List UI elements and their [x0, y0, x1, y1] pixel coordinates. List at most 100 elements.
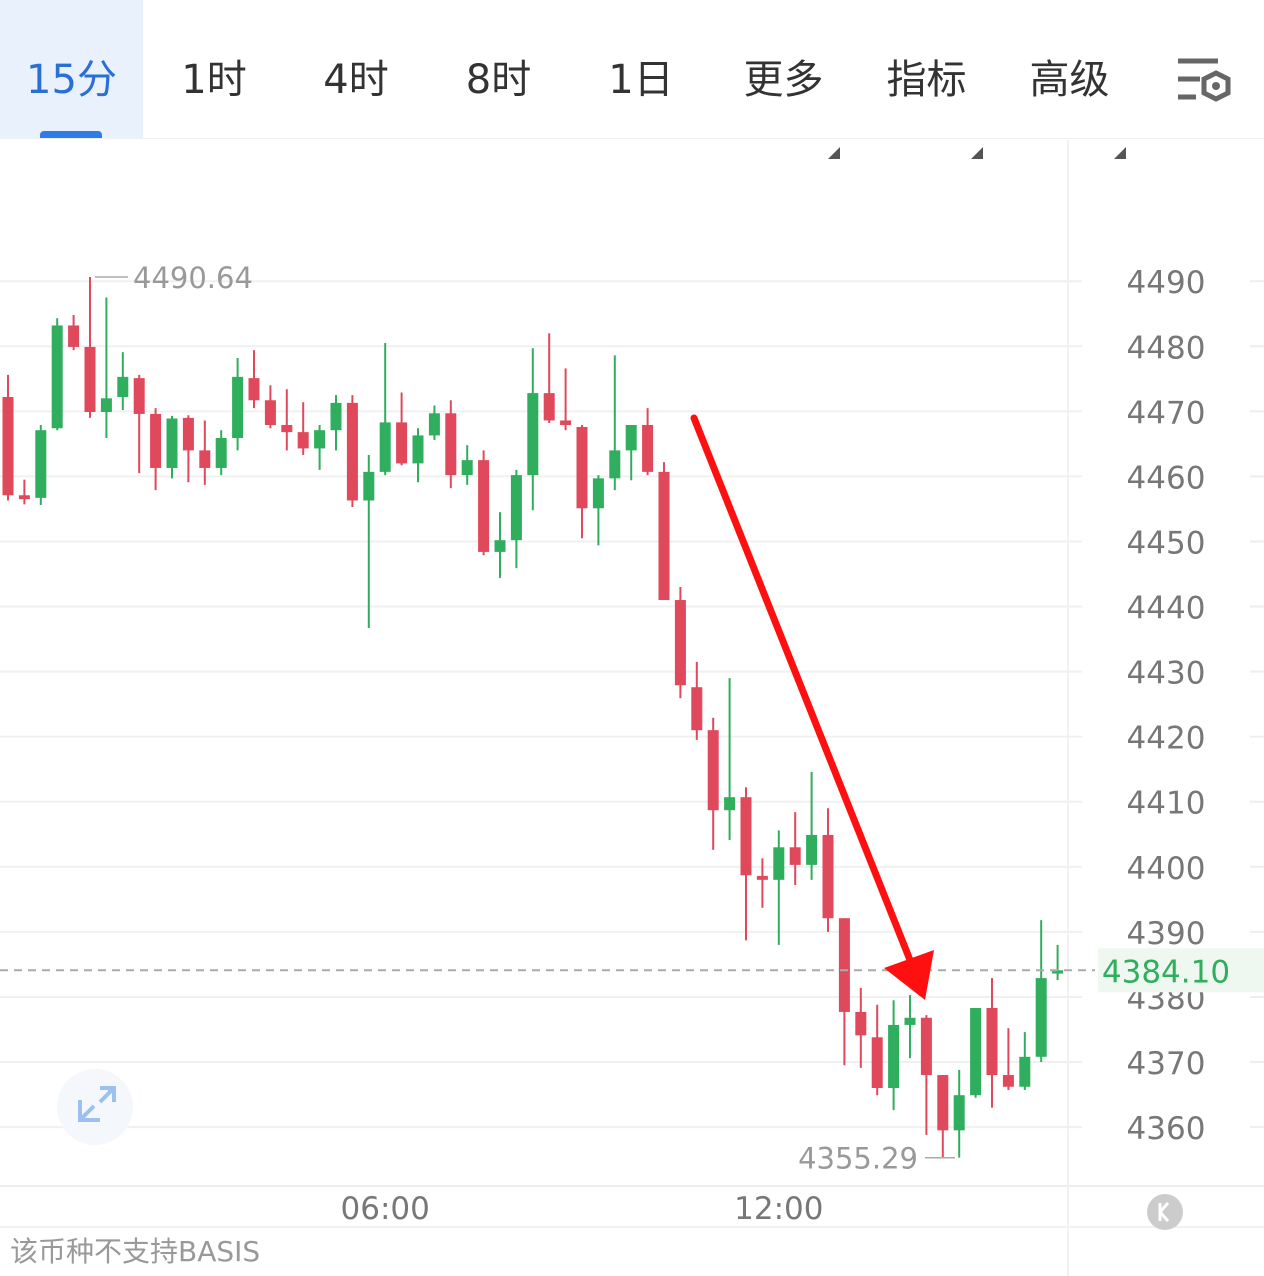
candle-body: [117, 376, 129, 398]
y-tick-label: 4400: [1127, 851, 1206, 887]
y-tick-label: 4420: [1127, 721, 1206, 757]
y-tick-label: 4490: [1127, 265, 1206, 301]
tab[interactable]: 15分: [0, 0, 143, 138]
tab[interactable]: 1时: [143, 0, 285, 138]
grid: 4360437043804390440044104420443044404450…: [0, 265, 1264, 1227]
candle-body: [806, 834, 818, 865]
tab[interactable]: 更多: [712, 0, 855, 159]
candle-body: [1035, 978, 1047, 1057]
candle-body: [363, 471, 375, 501]
candle-body: [773, 847, 785, 880]
candle-body: [527, 393, 539, 476]
x-tick-label: 12:00: [734, 1191, 823, 1227]
candle-body: [970, 1008, 982, 1096]
y-tick-label: 4430: [1127, 656, 1206, 692]
candle-body: [150, 413, 162, 468]
candle-body: [18, 495, 30, 500]
candle-body: [904, 1017, 916, 1025]
candle-body: [35, 430, 47, 498]
candle-body: [199, 450, 211, 468]
candle-body: [428, 413, 440, 436]
candle-body: [674, 600, 686, 686]
candle-body: [576, 426, 588, 509]
candle-body: [724, 797, 736, 811]
candle-body: [855, 1011, 867, 1036]
tab[interactable]: 4时: [285, 0, 427, 138]
candle-body: [215, 438, 227, 468]
candle-body: [478, 460, 490, 552]
candle-body: [658, 471, 670, 601]
candle-body: [2, 397, 14, 496]
candle-body: [707, 730, 719, 811]
dropdown-triangle: [970, 147, 983, 159]
y-tick-label: 4410: [1127, 786, 1206, 822]
candle-body: [182, 417, 194, 451]
tab-label: 8时: [465, 57, 532, 103]
tab[interactable]: 高级: [998, 0, 1141, 159]
candle-body: [510, 475, 522, 541]
candle-body: [248, 378, 260, 401]
tab-label: 15分: [26, 57, 117, 103]
tab[interactable]: 8时: [427, 0, 570, 138]
trend-arrow: [690, 414, 934, 1000]
candle-body: [264, 400, 276, 425]
candle-body: [346, 402, 358, 501]
candle-body: [543, 393, 555, 421]
candle-body: [51, 325, 63, 429]
footnote: 该币种不支持BASIS: [10, 1235, 261, 1268]
y-tick-label: 4470: [1127, 395, 1206, 431]
candle-body: [461, 460, 473, 476]
candle-body: [314, 430, 326, 449]
y-tick-label: 4480: [1127, 330, 1206, 366]
tab-label: 指标: [887, 57, 983, 159]
y-tick-label: 4360: [1127, 1111, 1206, 1147]
last-price-label: 4384.10: [1102, 954, 1230, 990]
candle-body: [920, 1017, 932, 1076]
candle-body: [937, 1075, 949, 1131]
candle-body: [84, 346, 96, 412]
k-button[interactable]: [1147, 1194, 1183, 1230]
y-tick-label: 4440: [1127, 591, 1206, 627]
candle-body: [232, 376, 244, 439]
last-price-box: [1098, 948, 1264, 993]
x-tick-label: 06:00: [341, 1191, 430, 1227]
candle-body: [560, 420, 572, 425]
candle-body: [740, 797, 752, 876]
candle-body: [396, 422, 408, 464]
settings-icon[interactable]: [1176, 55, 1236, 105]
max-marker-label: 4490.64: [133, 261, 253, 295]
candle-body: [1002, 1075, 1014, 1087]
candle-body: [642, 425, 654, 472]
tab[interactable]: 指标: [855, 0, 998, 159]
candle-body: [953, 1095, 965, 1131]
tab[interactable]: 1日: [570, 0, 712, 138]
timeframe-tabs: 15分 1时 4时 8时 1日 更多 指标 高级: [0, 0, 1264, 159]
y-tick-label: 4370: [1127, 1046, 1206, 1082]
candle-body: [281, 425, 293, 433]
candle-body: [756, 875, 768, 880]
expand-button[interactable]: [57, 1069, 133, 1145]
candle-body: [888, 1024, 900, 1089]
candle-body: [609, 450, 621, 479]
tab-label: 1日: [608, 57, 674, 103]
candle-body: [379, 422, 391, 472]
y-tick-label: 4390: [1127, 916, 1206, 952]
tab-label: 4时: [323, 57, 389, 103]
candle-body: [986, 1008, 998, 1076]
candle-body: [822, 834, 834, 919]
min-marker-label: 4355.29: [798, 1142, 918, 1176]
candle-body: [445, 413, 457, 476]
candle-body: [297, 432, 309, 449]
tab-label: 更多: [744, 57, 840, 159]
candle-body: [330, 402, 342, 431]
candle-body: [789, 847, 801, 865]
candle-body: [100, 398, 112, 412]
candle-body: [871, 1037, 883, 1089]
candle-body: [625, 425, 637, 451]
y-tick-label: 4460: [1127, 460, 1206, 496]
candle-body: [494, 540, 506, 552]
candle-body: [166, 418, 178, 468]
candles: 4490.64 4355.29 4384.10: [0, 261, 1264, 1176]
